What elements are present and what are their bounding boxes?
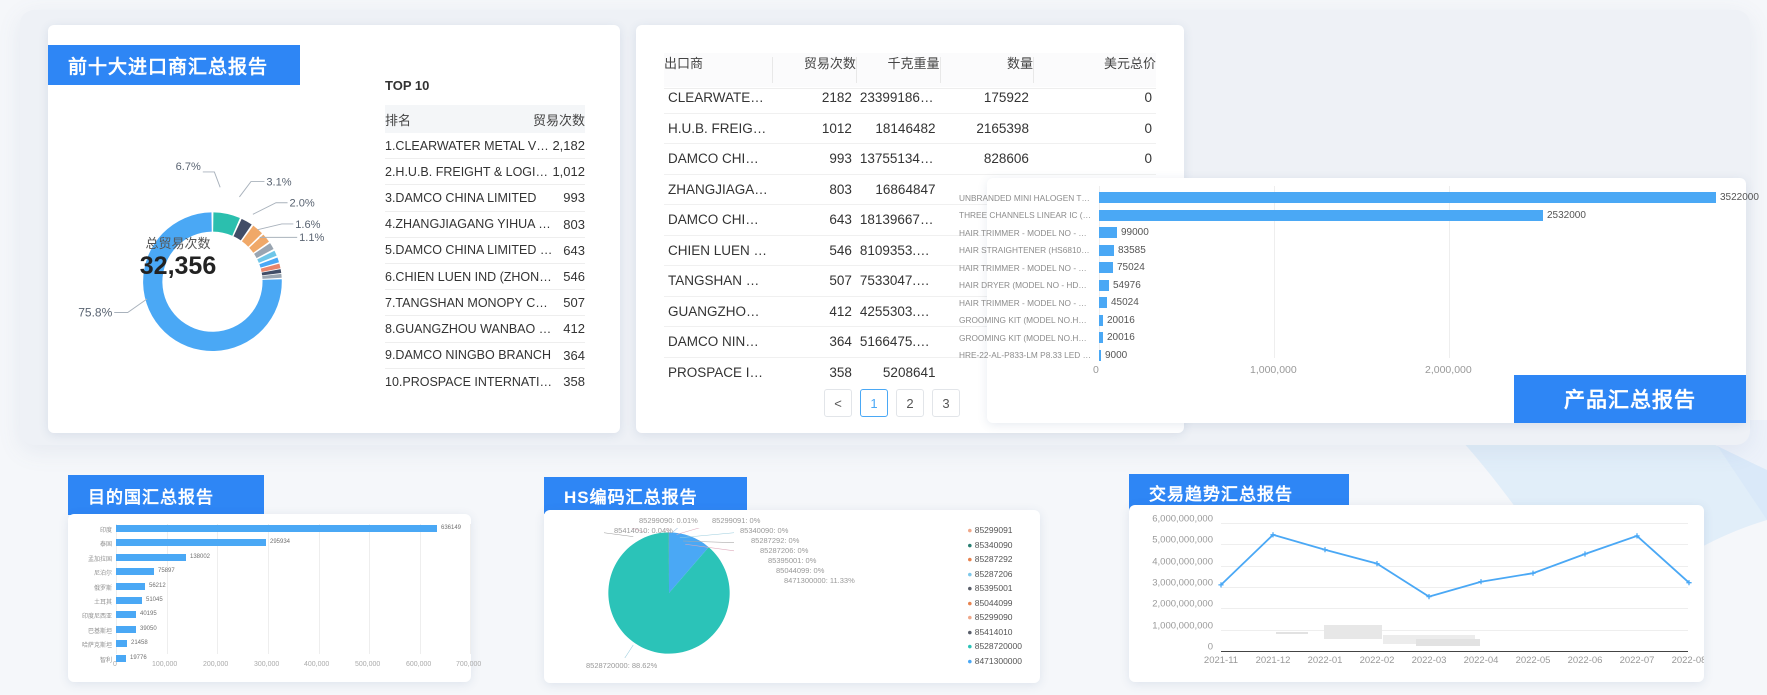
svg-text:1.6%: 1.6% xyxy=(295,219,320,231)
svg-text:3.1%: 3.1% xyxy=(266,176,291,188)
svg-text:2.0%: 2.0% xyxy=(289,198,314,210)
svg-text:75.8%: 75.8% xyxy=(78,305,112,319)
svg-text:6.7%: 6.7% xyxy=(176,161,201,173)
svg-text:1.1%: 1.1% xyxy=(299,232,324,244)
